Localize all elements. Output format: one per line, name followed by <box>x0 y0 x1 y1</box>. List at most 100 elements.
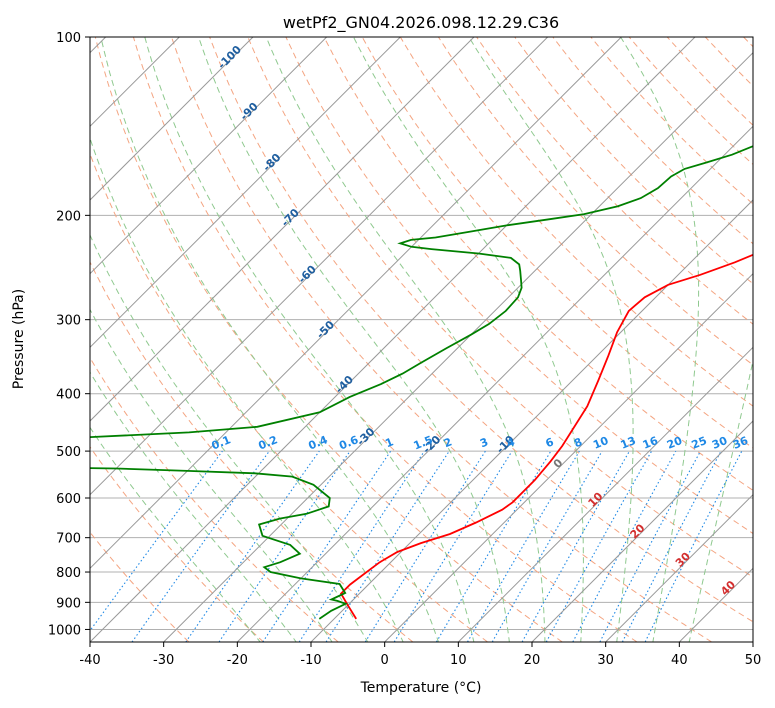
dry-adiabat-line <box>90 356 339 642</box>
y-axis-ticks: 100 200 300 400 500 600 700 800 900 1000 <box>48 31 90 638</box>
moist-adiabat-line <box>265 37 546 642</box>
isotherm-line <box>90 37 254 201</box>
moist-adiabat-line <box>353 37 584 642</box>
x-tick-label: -20 <box>227 653 248 668</box>
x-tick-label: 0 <box>381 653 389 668</box>
x-axis-label: Temperature (°C) <box>360 680 482 696</box>
y-tick-label: 900 <box>56 596 81 611</box>
dry-adiabat-line <box>132 37 638 642</box>
isotherm-line <box>531 420 753 642</box>
dry-adiabat-line <box>94 37 563 642</box>
mixing-ratio-lines <box>90 450 743 642</box>
dry-adiabat-line <box>704 37 753 87</box>
mixing-ratio-line <box>90 450 223 632</box>
dry-adiabat-line <box>514 37 753 285</box>
y-tick-label: 400 <box>56 388 81 403</box>
x-tick-label: -40 <box>79 653 100 668</box>
moist-adiabat-line <box>90 426 261 642</box>
isotherm-line <box>384 272 753 642</box>
y-axis-label: Pressure (hPa) <box>11 289 27 389</box>
mixing-ratio-line <box>298 450 425 642</box>
isotherm-line <box>90 37 328 275</box>
y-tick-label: 1000 <box>48 623 81 638</box>
y-tick-label: 600 <box>56 492 81 507</box>
x-tick-label: 20 <box>524 653 541 668</box>
dry-adiabat-line <box>247 37 753 578</box>
moist-adiabats <box>90 37 753 642</box>
x-tick-label: 10 <box>450 653 467 668</box>
chart-title: wetPf2_GN04.2026.098.12.29.C36 <box>283 13 559 33</box>
x-tick-label: -30 <box>153 653 174 668</box>
dry-adiabat-line <box>323 37 753 491</box>
saturation-label: 30 <box>673 549 693 569</box>
moist-adiabat-line <box>688 358 753 642</box>
moist-adiabat-line <box>620 37 700 642</box>
moist-adiabat-line <box>198 37 510 642</box>
mixing-ratio-label: 1 <box>383 435 395 450</box>
isotherm-line <box>605 493 753 642</box>
mixing-ratio-label: 0.4 <box>306 433 329 452</box>
y-tick-label: 500 <box>56 445 81 460</box>
isotherm-line <box>90 37 475 422</box>
x-tick-label: -10 <box>300 653 321 668</box>
y-tick-label: 700 <box>56 532 81 547</box>
isotherm-label: -60 <box>296 263 319 286</box>
temperature-profile <box>339 253 753 620</box>
mixing-ratio-label: 6 <box>544 435 556 450</box>
skewed-isotherms <box>90 37 753 642</box>
dry-adiabats <box>90 37 753 642</box>
moist-adiabat-line <box>90 136 404 642</box>
moist-adiabat-line <box>90 308 333 642</box>
mixing-ratio-label: 3 <box>478 435 490 450</box>
dry-adiabat-line <box>285 37 753 535</box>
isotherm-line <box>90 37 401 349</box>
x-tick-label: 40 <box>671 653 688 668</box>
dewpoint-profile <box>90 145 753 620</box>
isotherm-line <box>90 37 622 570</box>
dry-adiabat-line <box>743 37 753 48</box>
mixing-ratio-label: 0.1 <box>210 433 233 452</box>
moist-adiabat-line <box>100 37 440 642</box>
mixing-ratio-line <box>545 450 653 642</box>
mixing-ratio-label: 20 <box>665 434 684 452</box>
saturation-label: 40 <box>718 578 738 598</box>
dry-adiabat-line <box>90 446 264 642</box>
dry-adiabat-line <box>552 37 753 245</box>
dry-adiabat-line <box>437 37 753 366</box>
isotherm-label: -100 <box>215 43 244 72</box>
dry-adiabat-line <box>476 37 753 325</box>
isotherm-line <box>457 346 753 642</box>
isotherm-line <box>678 567 753 642</box>
moist-adiabat-line <box>90 371 297 642</box>
mixing-ratio-label: 0.2 <box>256 433 279 452</box>
isotherm-line <box>90 37 549 496</box>
pressure-gridlines <box>90 37 753 630</box>
plot-frame <box>89 36 754 643</box>
isotherm-line <box>236 125 753 642</box>
y-tick-label: 800 <box>56 566 81 581</box>
mixing-ratio-label: 8 <box>572 435 584 450</box>
mixing-ratio-line <box>599 450 701 642</box>
mixing-ratio-line <box>325 450 450 642</box>
y-tick-label: 200 <box>56 209 81 224</box>
mixing-ratio-label: 2 <box>442 435 454 450</box>
mixing-ratio-label: 30 <box>710 434 729 452</box>
isotherm-line <box>752 641 753 642</box>
mixing-ratio-label: 36 <box>731 434 750 452</box>
saturation-label: 10 <box>586 490 606 510</box>
x-tick-label: 50 <box>745 653 762 668</box>
mixing-ratio-line <box>364 450 486 642</box>
isotherm-label: -90 <box>238 100 261 123</box>
isotherm-line <box>310 199 753 642</box>
mixing-ratio-label: 16 <box>641 434 660 452</box>
dry-adiabat-line <box>171 37 712 642</box>
mixing-ratio-label: 25 <box>690 434 709 452</box>
mixing-ratio-label: 10 <box>591 434 610 452</box>
profile-lines <box>90 145 753 620</box>
mixing-ratio-line <box>262 450 392 642</box>
isotherm-line <box>90 37 696 642</box>
x-axis-ticks: -40 -30 -20 -10 0 10 20 30 40 50 <box>79 642 761 668</box>
isotherm-label: -40 <box>333 373 356 396</box>
y-tick-label: 100 <box>56 31 81 46</box>
